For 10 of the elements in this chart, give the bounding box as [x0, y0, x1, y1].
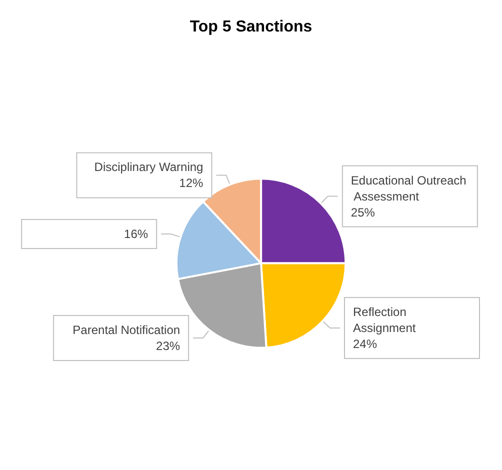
chart-title: Top 5 Sanctions: [190, 18, 312, 36]
slice-label: Educational Outreach Assessment: [350, 173, 466, 204]
slice-label: Disciplinary Warning: [94, 160, 204, 174]
data-label: 12%: [179, 176, 204, 190]
data-label: 23%: [156, 338, 180, 353]
slice-label: Reflection Assignment: [353, 304, 416, 335]
slice-label: Parental Notification: [72, 322, 180, 337]
data-label: 16%: [124, 226, 148, 241]
data-label: 24%: [353, 336, 378, 351]
data-label: 25%: [350, 205, 376, 220]
